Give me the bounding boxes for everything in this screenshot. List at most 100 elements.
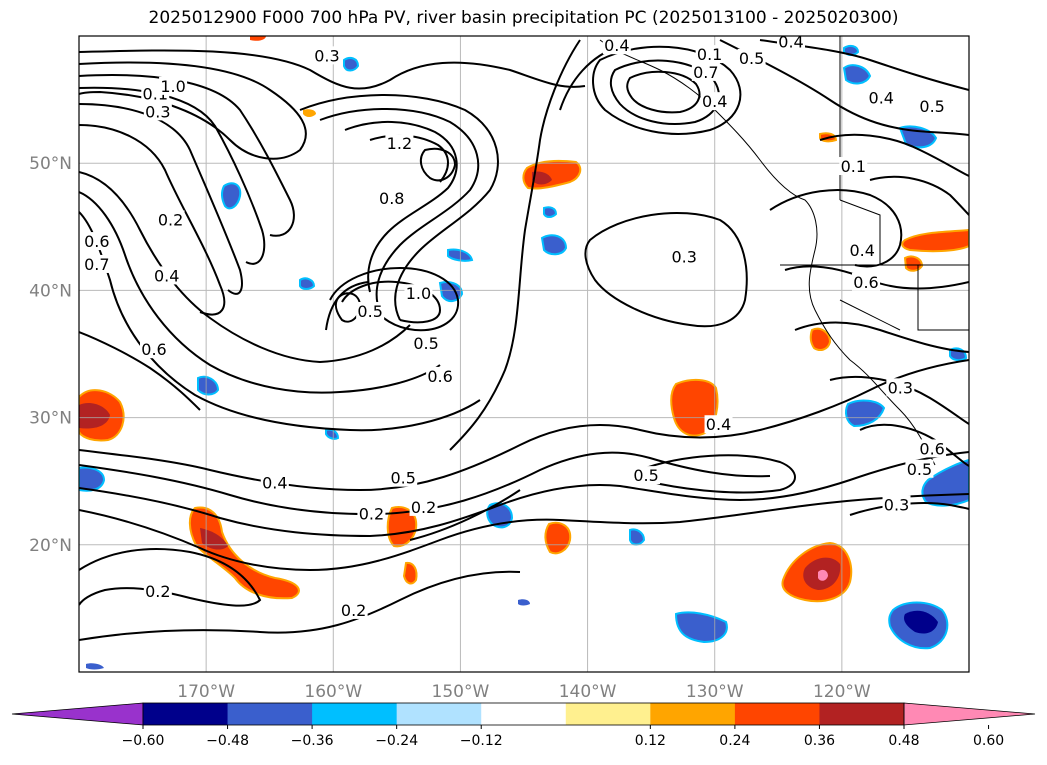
contour-label: 0.2	[158, 210, 183, 229]
pv-contour	[79, 191, 441, 394]
precip-negative-region	[842, 64, 872, 85]
contour-label: 0.4	[702, 92, 727, 111]
contour-label: 0.5	[390, 469, 415, 488]
precip-negative-region	[674, 611, 728, 644]
colorbar-segment	[312, 703, 398, 725]
contour-label: 0.4	[869, 88, 894, 107]
contour-label-bg	[905, 459, 934, 478]
lon-tick-label: 150°W	[432, 682, 490, 702]
contour-label: 0.4	[262, 474, 287, 493]
precip-positive-region	[250, 36, 266, 41]
contour-label-bg	[82, 232, 111, 251]
colorbar-segment	[396, 703, 482, 725]
pv-contour	[319, 108, 480, 313]
colorbar-tick-label: −0.36	[291, 733, 334, 749]
pv-contour	[449, 39, 581, 451]
lon-tick-label: 160°W	[304, 682, 362, 702]
contour-label-bg	[670, 247, 699, 266]
contour-label: 1.0	[406, 284, 431, 303]
colorbar-segment	[565, 703, 651, 725]
pv-contour	[79, 61, 307, 160]
coastline	[599, 39, 936, 466]
contour-label-bg	[852, 272, 881, 291]
contour-label-bg	[777, 36, 805, 51]
contour-label: 0.5	[739, 49, 764, 68]
pv-contour	[829, 375, 969, 425]
contour-label: 0.6	[853, 273, 878, 292]
colorbar-extend-high	[903, 702, 1036, 726]
state-border	[839, 199, 881, 265]
precip-positive-region	[809, 327, 832, 351]
precip-positive-region	[303, 109, 316, 117]
contour-label: 0.3	[888, 378, 913, 397]
contour-label-bg	[357, 504, 386, 523]
contour-label: 0.5	[633, 466, 658, 485]
contour-label: 0.1	[841, 157, 866, 176]
contour-label: 0.6	[84, 232, 109, 251]
contour-label-bg	[737, 48, 766, 67]
contour-label-bg	[159, 76, 188, 95]
contour-label-bg	[632, 466, 661, 485]
colorbar-segment	[650, 703, 736, 725]
pv-contour	[626, 70, 701, 114]
precip-negative-region	[486, 502, 514, 529]
pv-contour	[344, 121, 458, 293]
colorbar-segment	[734, 703, 820, 725]
pv-contour	[79, 359, 969, 492]
contour-label-bg	[143, 581, 172, 600]
contour-label: 0.3	[145, 102, 170, 121]
colorbar-tick-label: 0.48	[888, 733, 919, 749]
pv-contour	[325, 281, 369, 331]
precip-negative-core	[904, 610, 938, 634]
pv-contour	[719, 39, 969, 136]
lon-tick-label: 130°W	[686, 682, 744, 702]
colorbar-tick-label: −0.60	[122, 733, 165, 749]
precip-negative-region	[629, 528, 646, 546]
contour-label-bg	[691, 62, 720, 81]
contour-label-bg	[918, 439, 947, 458]
pv-contour	[79, 548, 262, 607]
pv-contour	[819, 133, 969, 177]
contour-label: 0.6	[141, 340, 166, 359]
contour-label: 0.2	[341, 601, 366, 620]
lon-tick-label: 140°W	[559, 682, 617, 702]
pv-contour	[849, 502, 969, 516]
contour-label: 0.3	[314, 46, 339, 65]
contour-label: 0.3	[884, 495, 909, 514]
contour-label: 0.2	[145, 582, 170, 601]
contour-label-bg	[839, 157, 868, 176]
contour-label-bg	[389, 468, 418, 487]
precip-negative-region	[220, 182, 242, 210]
pv-contour	[79, 49, 586, 90]
contour-label-bg	[848, 240, 877, 259]
contour-label-bg	[356, 302, 385, 321]
pv-contour	[329, 266, 460, 332]
contour-labels: 0.3 0.1 1.0 0.6 0.7 0.2 0.4 0.6 0.3 1.2 0.8 0.5 1.0 0…	[82, 36, 947, 620]
pv-contour	[79, 451, 969, 538]
colorbar-segment	[143, 703, 229, 725]
contour-label: 1.2	[387, 134, 412, 153]
precip-positive-core	[200, 528, 228, 550]
colorbar-tick-label: 0.24	[719, 733, 750, 749]
contour-label: 0.2	[359, 504, 384, 523]
pv-contour	[409, 489, 521, 541]
graticule	[79, 36, 969, 672]
lat-tick-label: 20°N	[29, 536, 72, 556]
colorbar-tick-label: −0.48	[206, 733, 249, 749]
contour-label-bg	[82, 254, 111, 273]
precip-shading	[79, 36, 969, 670]
contour-label-bg	[409, 497, 438, 516]
contour-label-bg	[412, 333, 441, 352]
contour-label-bg	[377, 188, 406, 207]
pv-contour	[584, 211, 748, 328]
pv-contour	[769, 189, 903, 268]
contour-label-bg	[404, 284, 433, 303]
precip-positive-core	[79, 403, 110, 429]
pv-contour	[79, 570, 521, 641]
contour-label-bg	[140, 340, 169, 359]
contour-label-bg	[700, 92, 729, 111]
pv-contour	[419, 147, 457, 182]
pv-contour	[609, 59, 720, 125]
precip-negative-region	[299, 277, 316, 290]
